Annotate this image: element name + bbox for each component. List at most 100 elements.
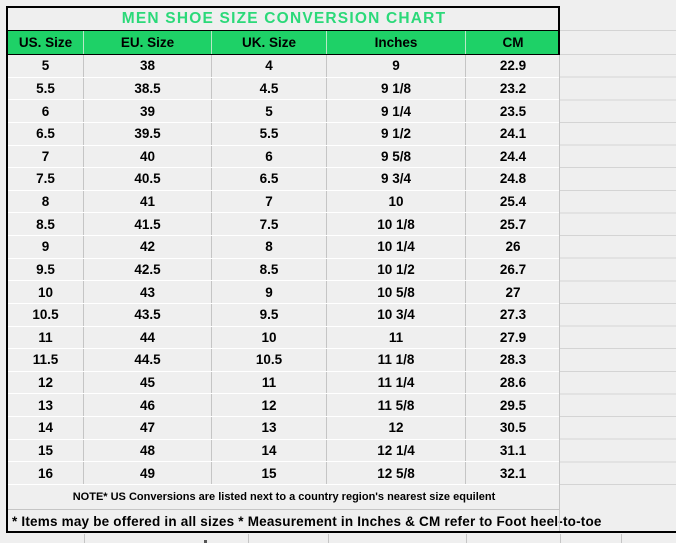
table-cell-cm[interactable]: 25.7 [499,216,527,232]
table-cell-uk-size[interactable]: 6.5 [212,168,327,190]
table-cell-uk-size[interactable]: 8.5 [212,258,327,281]
table-cell-uk-size[interactable]: 15 [212,462,327,484]
table-cell-us-size[interactable]: 16 [8,462,84,484]
table-cell-cm[interactable]: 31.1 [499,442,527,458]
table-cell-eu-size[interactable]: 47 [84,417,212,439]
table-cell-uk-size[interactable]: 5.5 [212,122,327,145]
table-cell-us-size[interactable]: 6.5 [8,122,84,145]
table-cell-inches[interactable]: 9 1/2 [327,122,466,145]
table-cell-eu-size[interactable]: 42.5 [84,258,212,281]
table-cell-eu-size[interactable]: 48 [84,439,212,462]
table-cell-cm[interactable]: 22.9 [499,58,527,74]
table-cell-inches[interactable]: 11 1/4 [327,371,466,394]
table-cell-eu-size[interactable]: 40.5 [84,168,212,190]
table-cell-eu-size[interactable]: 39 [84,100,212,122]
table-cell-cm[interactable]: 25.4 [499,194,527,210]
table-cell-cm[interactable]: 27.3 [499,307,527,323]
table-cell-inches[interactable]: 9 5/8 [327,145,466,168]
table-cell-us-size[interactable]: 12 [8,371,84,394]
table-cell-cm[interactable]: 30.5 [499,420,527,436]
table-cell-inches[interactable]: 10 [327,190,466,213]
table-cell-inches[interactable]: 11 5/8 [327,394,466,416]
table-cell-eu-size[interactable]: 43 [84,281,212,303]
table-cell-inches[interactable]: 10 5/8 [327,281,466,303]
table-cell-uk-size[interactable]: 10.5 [212,349,327,371]
table-cell-cm[interactable]: 24.1 [499,126,527,142]
table-cell-uk-size[interactable]: 8 [212,236,327,258]
table-cell-uk-size[interactable]: 9.5 [212,303,327,326]
table-cell-cm[interactable]: 23.2 [499,80,527,96]
table-cell-cm[interactable]: 29.5 [499,397,527,413]
table-cell-uk-size[interactable]: 7.5 [212,213,327,235]
table-cell-cm[interactable]: 23.5 [499,103,527,119]
table-cell-us-size[interactable]: 8.5 [8,213,84,235]
table-cell-inches[interactable]: 10 1/8 [327,213,466,235]
column-header-us-size[interactable]: US. Size [8,31,84,54]
table-cell-us-size[interactable]: 11 [8,326,84,349]
table-cell-inches[interactable]: 12 5/8 [327,462,466,484]
column-header-uk-size[interactable]: UK. Size [212,31,327,54]
table-cell-inches[interactable]: 12 1/4 [327,439,466,462]
table-cell-us-size[interactable]: 9.5 [8,258,84,281]
table-cell-eu-size[interactable]: 45 [84,371,212,394]
column-header-inches[interactable]: Inches [327,31,466,54]
table-cell-uk-size[interactable]: 5 [212,100,327,122]
table-cell-inches[interactable]: 9 1/4 [327,100,466,122]
table-cell-inches[interactable]: 9 [327,55,466,77]
table-cell-uk-size[interactable]: 6 [212,145,327,168]
table-cell-inches[interactable]: 10 1/4 [327,236,466,258]
table-cell-eu-size[interactable]: 39.5 [84,122,212,145]
table-cell-eu-size[interactable]: 38.5 [84,77,212,100]
table-cell-cm[interactable]: 27 [505,284,521,300]
table-cell-us-size[interactable]: 10.5 [8,303,84,326]
table-cell-inches[interactable]: 11 1/8 [327,349,466,371]
table-cell-us-size[interactable]: 10 [8,281,84,303]
table-cell-us-size[interactable]: 8 [8,190,84,213]
table-cell-us-size[interactable]: 13 [8,394,84,416]
table-cell-cm[interactable]: 28.3 [499,352,527,368]
table-cell-inches[interactable]: 12 [327,417,466,439]
table-cell-cm[interactable]: 28.6 [499,375,527,391]
table-cell-eu-size[interactable]: 44 [84,326,212,349]
table-cell-eu-size[interactable]: 41.5 [84,213,212,235]
table-cell-cm[interactable]: 27.9 [499,329,527,345]
table-cell-us-size[interactable]: 15 [8,439,84,462]
table-cell-eu-size[interactable]: 38 [84,55,212,77]
table-cell-cm[interactable]: 26.7 [499,261,527,277]
table-cell-inches[interactable]: 9 1/8 [327,77,466,100]
column-header-eu-size[interactable]: EU. Size [84,31,212,54]
table-cell-uk-size[interactable]: 9 [212,281,327,303]
column-header-cm[interactable]: CM [502,35,524,50]
table-cell-cm[interactable]: 32.1 [499,465,527,481]
table-cell-uk-size[interactable]: 11 [212,371,327,394]
table-cell-eu-size[interactable]: 40 [84,145,212,168]
table-cell-us-size[interactable]: 6 [8,100,84,122]
table-cell-uk-size[interactable]: 7 [212,190,327,213]
table-cell-us-size[interactable]: 5.5 [8,77,84,100]
table-cell-inches[interactable]: 10 3/4 [327,303,466,326]
table-cell-us-size[interactable]: 7 [8,145,84,168]
table-cell-inches[interactable]: 10 1/2 [327,258,466,281]
table-cell-eu-size[interactable]: 43.5 [84,303,212,326]
table-cell-inches[interactable]: 11 [327,326,466,349]
table-cell-uk-size[interactable]: 12 [212,394,327,416]
table-cell-uk-size[interactable]: 4.5 [212,77,327,100]
table-cell-us-size[interactable]: 11.5 [8,349,84,371]
table-cell-us-size[interactable]: 5 [8,55,84,77]
table-cell-eu-size[interactable]: 41 [84,190,212,213]
table-cell-cm[interactable]: 26 [505,239,521,255]
table-cell-uk-size[interactable]: 13 [212,417,327,439]
table-cell-us-size[interactable]: 9 [8,236,84,258]
table-cell-uk-size[interactable]: 4 [212,55,327,77]
table-cell-us-size[interactable]: 7.5 [8,168,84,190]
table-cell-cm[interactable]: 24.4 [499,148,527,164]
table-cell-eu-size[interactable]: 44.5 [84,349,212,371]
table-cell-inches[interactable]: 9 3/4 [327,168,466,190]
table-cell-uk-size[interactable]: 14 [212,439,327,462]
table-cell-us-size[interactable]: 14 [8,417,84,439]
table-cell-cm[interactable]: 24.8 [499,171,527,187]
table-cell-eu-size[interactable]: 46 [84,394,212,416]
table-cell-eu-size[interactable]: 49 [84,462,212,484]
table-cell-uk-size[interactable]: 10 [212,326,327,349]
table-cell-eu-size[interactable]: 42 [84,236,212,258]
